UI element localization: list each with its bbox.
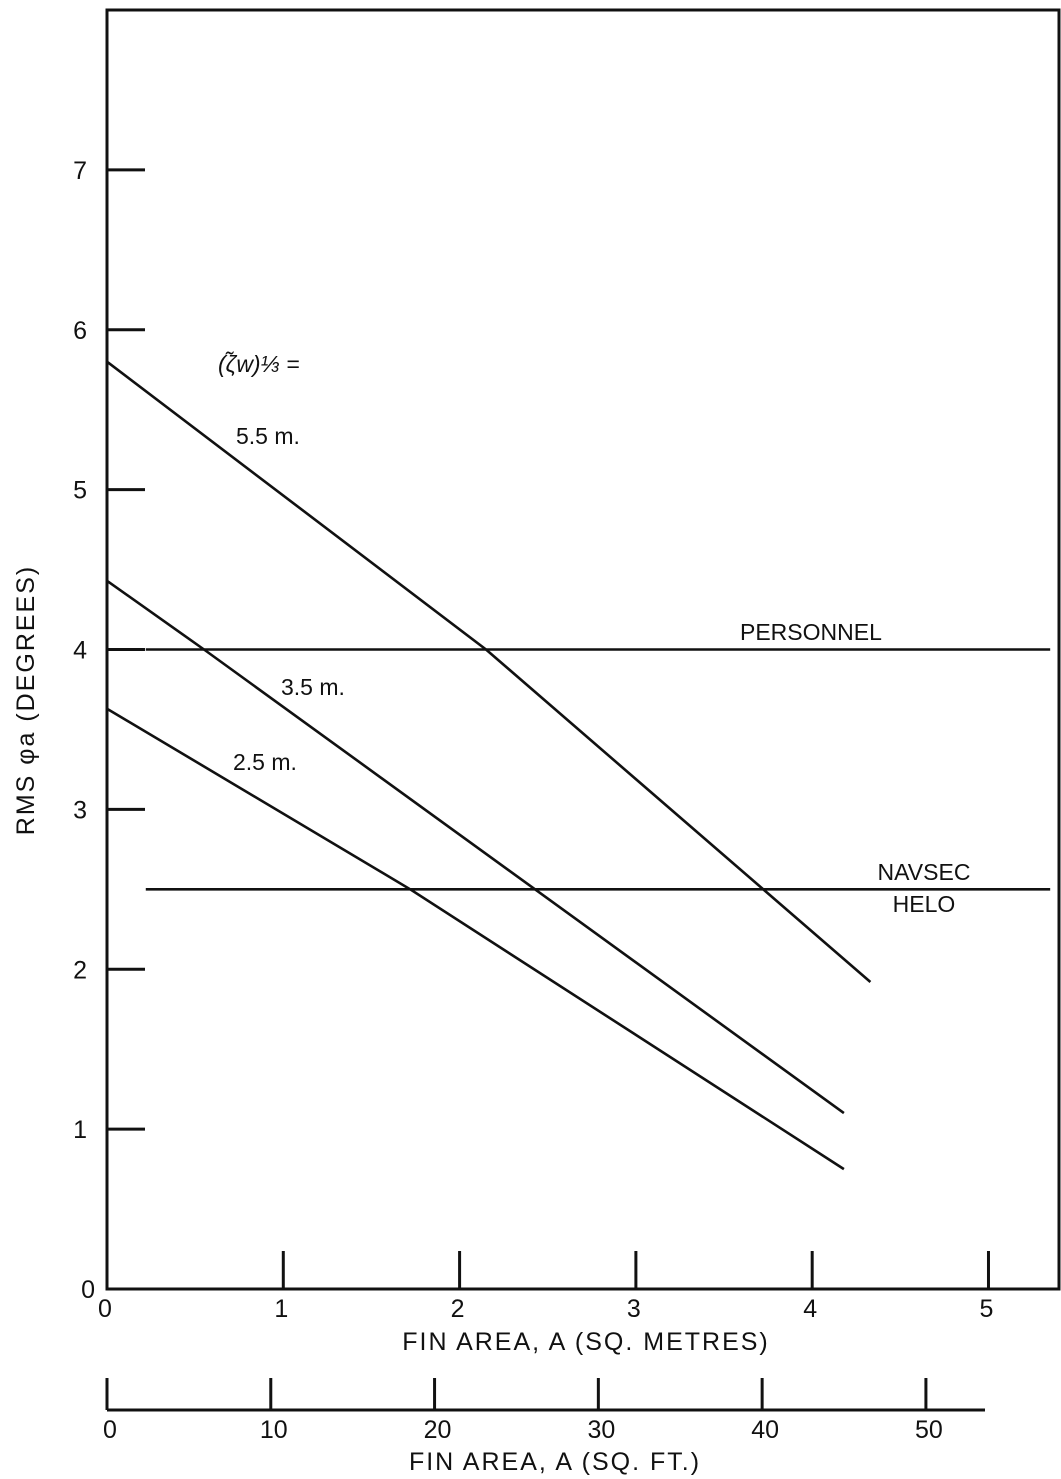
x-tick-label-2: 2	[451, 1295, 465, 1323]
x-axis-title: FIN AREA, A (SQ. METRES)	[402, 1328, 770, 1356]
y-tick-label-6: 6	[73, 317, 87, 345]
x-axis-ticks: 0 1 2 3 4 5	[98, 1251, 993, 1323]
secondary-x-axis: 0 10 20 30 40 50	[103, 1378, 985, 1444]
y-tick-label-3: 3	[73, 796, 87, 824]
reference-lines	[145, 648, 1051, 891]
x-tick-label-3: 3	[627, 1295, 641, 1323]
x-tick-label-5: 5	[980, 1295, 994, 1323]
y-tick-label-7: 7	[73, 157, 87, 185]
series-line-3-5m	[106, 579, 845, 1115]
series-line-2-5m	[106, 707, 845, 1171]
legend-header: (ζ̃w)⅓ =	[218, 351, 300, 377]
y-tick-label-1: 1	[73, 1116, 87, 1144]
series-label-3-5m: 3.5 m.	[281, 674, 345, 700]
x-tick-label-4: 4	[803, 1295, 817, 1323]
y-tick-label-0: 0	[81, 1276, 95, 1304]
reference-label-navsec: NAVSEC	[878, 859, 971, 885]
x2-tick-label-20: 20	[424, 1416, 452, 1444]
series-label-5-5m: 5.5 m.	[236, 423, 300, 449]
y-tick-label-5: 5	[73, 477, 87, 505]
y-tick-label-2: 2	[73, 956, 87, 984]
x2-tick-label-0: 0	[103, 1416, 117, 1444]
series-label-2-5m: 2.5 m.	[233, 749, 297, 775]
series-line-5-5m	[106, 360, 872, 983]
x-tick-label-0: 0	[98, 1295, 112, 1323]
x2-tick-label-40: 40	[751, 1416, 779, 1444]
reference-label-helo: HELO	[893, 891, 956, 917]
secondary-x-axis-title: FIN AREA, A (SQ. FT.)	[409, 1448, 701, 1476]
x2-tick-label-50: 50	[915, 1416, 943, 1444]
x2-tick-label-30: 30	[587, 1416, 615, 1444]
y-axis-ticks: 0 1 2 3 4 5 6 7	[73, 157, 145, 1304]
series-lines	[106, 360, 872, 1171]
y-tick-label-4: 4	[73, 637, 87, 665]
y-axis-title: RMS φa (DEGREES)	[12, 565, 40, 835]
x-tick-label-1: 1	[274, 1295, 288, 1323]
reference-label-personnel: PERSONNEL	[740, 619, 882, 645]
x2-tick-label-10: 10	[260, 1416, 288, 1444]
